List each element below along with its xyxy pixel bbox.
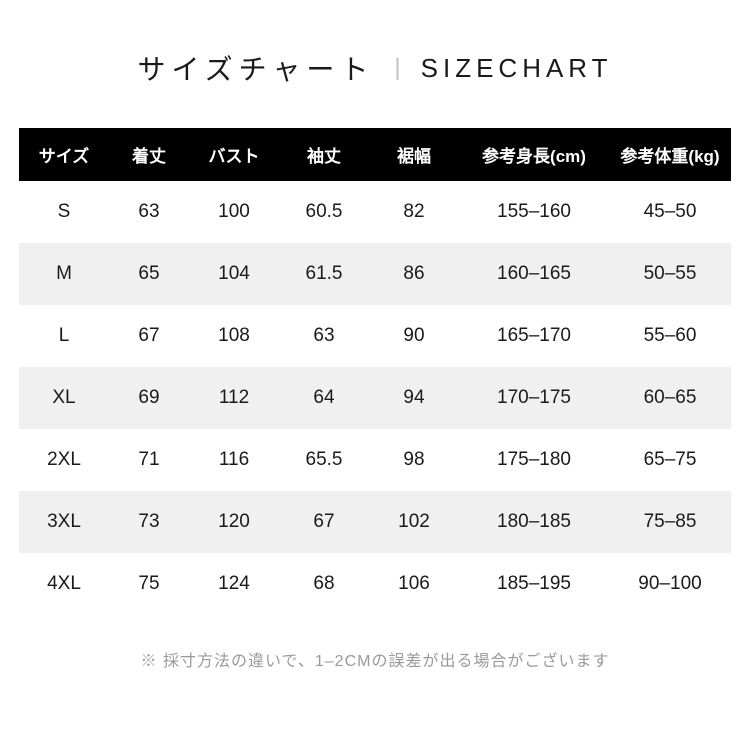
table-cell: 102 <box>369 491 459 553</box>
table-cell: 108 <box>189 305 279 367</box>
table-cell: XL <box>19 367 109 429</box>
table-cell: 71 <box>109 429 189 491</box>
table-row: 2XL7111665.598175–18065–75 <box>19 429 731 491</box>
table-cell: 63 <box>279 305 369 367</box>
table-row: L671086390165–17055–60 <box>19 305 731 367</box>
table-cell: 120 <box>189 491 279 553</box>
table-cell: 64 <box>279 367 369 429</box>
table-cell: 73 <box>109 491 189 553</box>
title-english: SIZECHART <box>421 53 613 84</box>
col-header-hem: 裾幅 <box>369 128 459 181</box>
table-cell: 175–180 <box>459 429 609 491</box>
table-cell: 65.5 <box>279 429 369 491</box>
col-header-length: 着丈 <box>109 128 189 181</box>
table-cell: 61.5 <box>279 243 369 305</box>
table-row: M6510461.586160–16550–55 <box>19 243 731 305</box>
table-cell: 63 <box>109 181 189 243</box>
table-cell: 100 <box>189 181 279 243</box>
table-cell: 170–175 <box>459 367 609 429</box>
page-title: サイズチャート | SIZECHART <box>138 48 613 88</box>
table-cell: 185–195 <box>459 553 609 615</box>
col-header-sleeve: 袖丈 <box>279 128 369 181</box>
table-cell: 60.5 <box>279 181 369 243</box>
table-cell: 3XL <box>19 491 109 553</box>
table-cell: 2XL <box>19 429 109 491</box>
table-cell: 86 <box>369 243 459 305</box>
table-cell: 90 <box>369 305 459 367</box>
table-cell: 69 <box>109 367 189 429</box>
table-cell: 65 <box>109 243 189 305</box>
table-cell: 155–160 <box>459 181 609 243</box>
table-cell: 75–85 <box>609 491 731 553</box>
table-cell: 124 <box>189 553 279 615</box>
table-row: 3XL7312067102180–18575–85 <box>19 491 731 553</box>
table-cell: 67 <box>109 305 189 367</box>
col-header-height: 参考身長(cm) <box>459 128 609 181</box>
table-row: XL691126494170–17560–65 <box>19 367 731 429</box>
table-cell: 67 <box>279 491 369 553</box>
measurement-note: ※ 採寸方法の違いで、1–2CMの誤差が出る場合がございます <box>141 647 610 671</box>
col-header-bust: バスト <box>189 128 279 181</box>
table-cell: 94 <box>369 367 459 429</box>
table-body: S6310060.582155–16045–50M6510461.586160–… <box>19 181 731 615</box>
table-cell: 50–55 <box>609 243 731 305</box>
title-japanese: サイズチャート <box>138 48 375 88</box>
table-cell: L <box>19 305 109 367</box>
table-cell: 165–170 <box>459 305 609 367</box>
table-cell: 116 <box>189 429 279 491</box>
table-cell: 180–185 <box>459 491 609 553</box>
table-cell: M <box>19 243 109 305</box>
table-row: S6310060.582155–16045–50 <box>19 181 731 243</box>
table-cell: 104 <box>189 243 279 305</box>
table-cell: 55–60 <box>609 305 731 367</box>
table-cell: 90–100 <box>609 553 731 615</box>
table-cell: 160–165 <box>459 243 609 305</box>
table-cell: 65–75 <box>609 429 731 491</box>
table-row: 4XL7512468106185–19590–100 <box>19 553 731 615</box>
table-cell: 112 <box>189 367 279 429</box>
table-cell: 45–50 <box>609 181 731 243</box>
table-header-row: サイズ 着丈 バスト 袖丈 裾幅 参考身長(cm) 参考体重(kg) <box>19 128 731 181</box>
table-cell: 60–65 <box>609 367 731 429</box>
table-cell: 82 <box>369 181 459 243</box>
table-cell: 4XL <box>19 553 109 615</box>
table-cell: 68 <box>279 553 369 615</box>
title-divider: | <box>394 54 400 82</box>
table-cell: 98 <box>369 429 459 491</box>
table-cell: S <box>19 181 109 243</box>
table-cell: 75 <box>109 553 189 615</box>
table-cell: 106 <box>369 553 459 615</box>
col-header-size: サイズ <box>19 128 109 181</box>
size-chart-table: サイズ 着丈 バスト 袖丈 裾幅 参考身長(cm) 参考体重(kg) S6310… <box>19 128 731 615</box>
col-header-weight: 参考体重(kg) <box>609 128 731 181</box>
